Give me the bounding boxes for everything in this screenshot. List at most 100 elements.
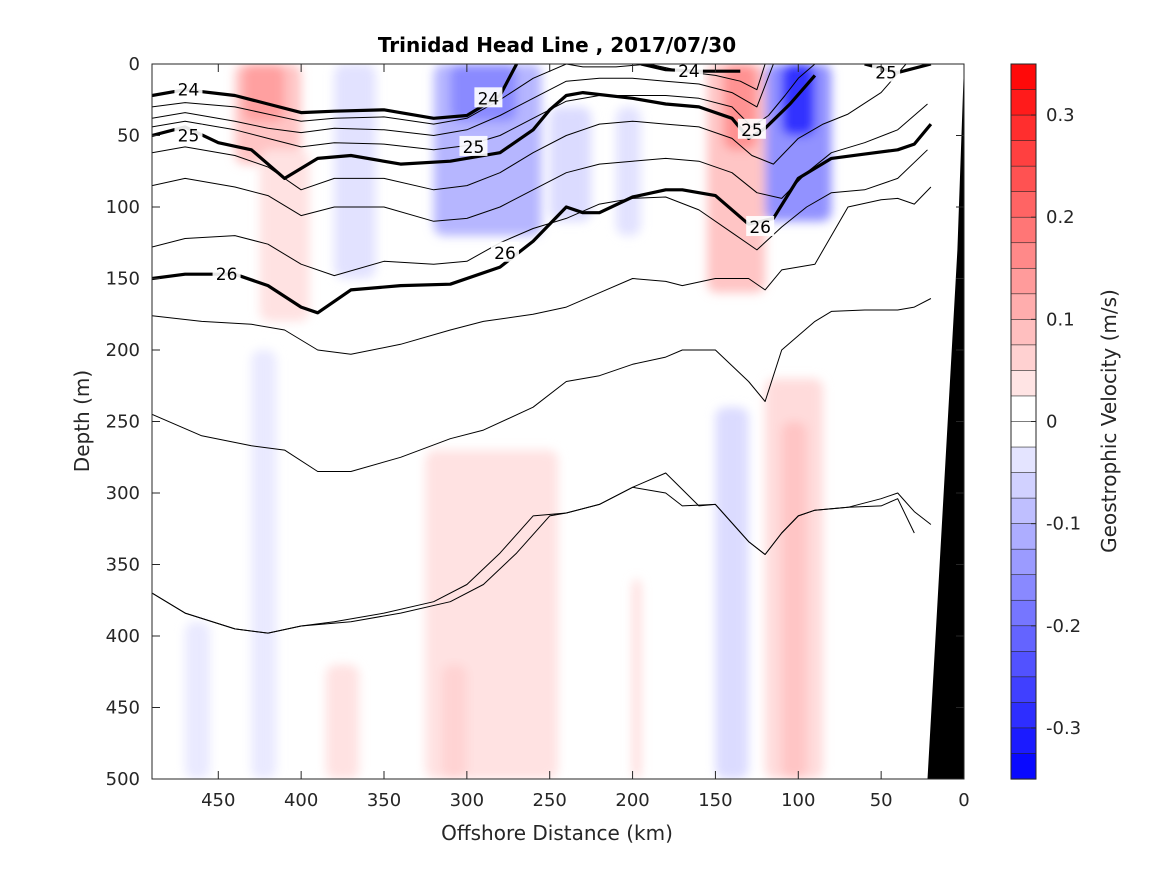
contour-label-bg [459,135,488,156]
contour-labels: 24 24 24 25 25 25 25 26 26 26 [174,60,901,285]
colorbar-tick-label: -0.2 [1046,616,1081,637]
continental-shelf [922,64,964,779]
plot-area: 24 24 24 25 25 25 25 26 26 26 [151,60,965,780]
colorbar-swatch [1010,421,1037,448]
isopycnal-minor [152,103,928,222]
y-tick-label: 100 [106,197,140,218]
colorbar-swatch [1010,216,1037,244]
colorbar-swatch [1010,702,1037,729]
shelf-shape [922,64,964,779]
colorbar-ticks: 0.3 0.2 0.1 0 -0.1 -0.2 -0.3 [1031,105,1081,739]
colorbar-swatch [1010,727,1037,755]
contour-label-bg [474,87,503,108]
colorbar-swatches [1010,63,1037,780]
x-tick-label: 0 [958,790,969,811]
contour-label: 26 [749,218,771,238]
x-tick-label: 150 [698,790,732,811]
colorbar-swatch [1010,267,1037,295]
colorbar-tick-label: 0.2 [1046,207,1075,228]
colorbar-tick-label: 0.3 [1046,105,1075,126]
colorbar-swatch [1010,165,1037,193]
velocity-patch [251,350,277,779]
contour-label: 25 [875,64,897,84]
colorbar-swatch [1010,242,1037,269]
x-tick-label: 350 [367,790,401,811]
isopycnal-minor [152,298,932,472]
colorbar-swatch [1010,574,1037,601]
contour-label: 26 [494,244,516,264]
y-tick-label: 200 [106,340,140,361]
colorbar-swatch [1010,191,1037,218]
colorbar-swatch [1010,523,1037,550]
x-axis-ticks: 450 400 350 300 250 200 150 100 50 0 [201,64,970,811]
velocity-patch [334,64,376,279]
colorbar-swatch [1010,114,1037,142]
isopycnal-minor [152,64,766,125]
colorbar-swatch [1010,625,1037,652]
y-tick-label: 0 [129,54,140,75]
colorbar-swatch [1010,548,1037,576]
velocity-patches [185,64,832,779]
y-tick-label: 150 [106,269,140,290]
colorbar-swatch [1010,651,1037,678]
contour-label: 24 [478,89,500,109]
contour-label-bg [746,216,775,237]
velocity-patch [632,578,641,779]
y-tick-label: 450 [106,698,140,719]
velocity-patch [185,621,210,779]
colorbar-swatch [1010,319,1037,346]
contour-label: 25 [741,121,763,141]
contour-label: 24 [678,62,700,82]
velocity-patch [616,106,641,236]
isopycnal-minor [152,64,907,191]
velocity-patch [259,149,310,322]
velocity-patch [243,64,285,122]
contour-label-bg [872,61,901,82]
colorbar-swatch [1010,89,1037,116]
colorbar-swatch [1010,753,1037,780]
y-tick-label: 50 [117,126,140,147]
y-tick-label: 250 [106,412,140,433]
colorbar-label: Geostrophic Velocity (m/s) [1097,289,1121,553]
y-axis-ticks: 0 50 100 150 200 250 300 350 400 450 500 [106,54,964,790]
colorbar: 0.3 0.2 0.1 0 -0.1 -0.2 -0.3 Geostrophic Veloc… [1010,63,1121,780]
velocity-patch [442,664,467,779]
y-axis-label: Depth (m) [70,370,94,472]
x-tick-label: 250 [533,790,567,811]
x-tick-label: 450 [201,790,235,811]
isopycnal-26 [152,123,933,315]
contour-label-bg [674,60,703,81]
x-tick-label: 300 [450,790,484,811]
velocity-field [185,64,832,779]
velocity-patch [549,106,592,222]
contour-label: 24 [178,81,200,101]
contour-label-bg [212,263,241,284]
isopycnal-24 [152,64,519,120]
colorbar-tick-label: -0.1 [1046,514,1081,535]
velocity-patch [781,421,807,779]
x-tick-label: 100 [781,790,815,811]
y-tick-label: 400 [106,626,140,647]
colorbar-swatch [1010,395,1037,423]
contour-label-bg [174,78,203,99]
colorbar-swatch [1010,293,1037,320]
contour-label: 25 [178,127,200,147]
colorbar-swatch [1010,497,1037,525]
contour-label: 25 [463,138,485,158]
colorbar-swatch [1010,344,1037,372]
isopycnal-minor [152,186,932,355]
isopycnal-minor [152,64,774,136]
isopycnal-minor [152,149,928,277]
colorbar-tick-label: 0.1 [1046,309,1075,330]
colorbar-swatch [1010,599,1037,627]
colorbar-swatch [1010,140,1037,167]
chart-title: Trinidad Head Line , 2017/07/30 [378,33,736,57]
x-tick-label: 50 [870,790,893,811]
x-tick-label: 200 [615,790,649,811]
colorbar-swatch [1010,63,1037,91]
colorbar-swatch [1010,676,1037,703]
colorbar-swatch [1010,370,1037,397]
y-tick-label: 500 [106,769,140,790]
colorbar-swatch [1010,446,1037,474]
